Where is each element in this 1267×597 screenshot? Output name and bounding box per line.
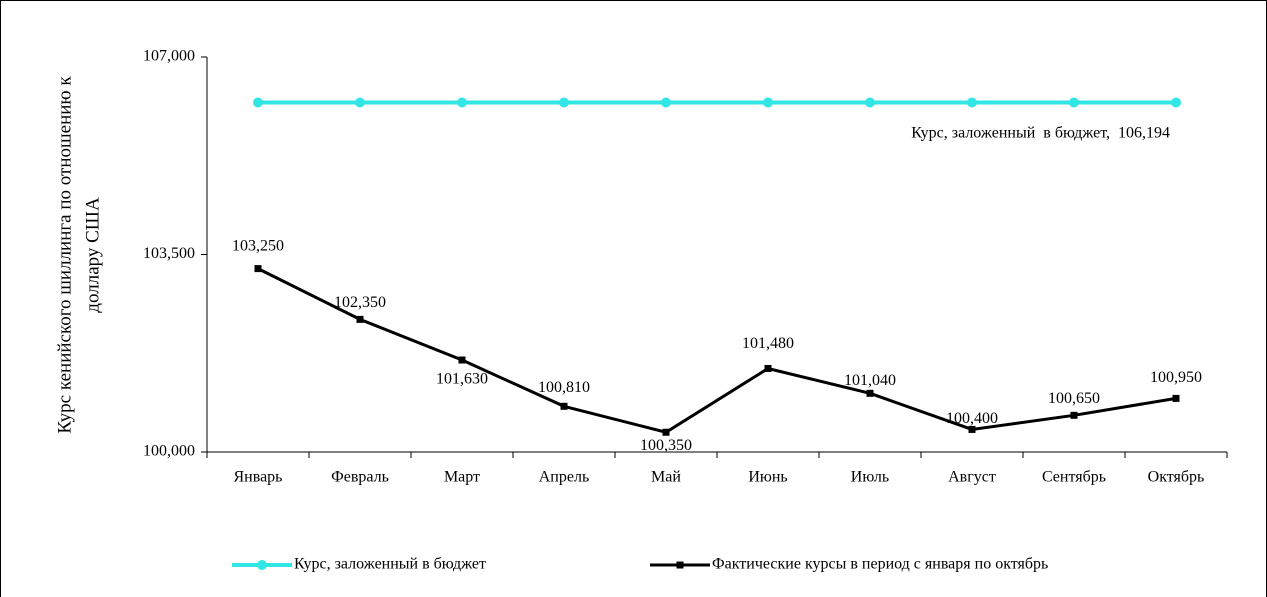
legend-marker [257, 560, 267, 570]
marker [764, 364, 772, 372]
marker [458, 356, 466, 364]
legend-marker [676, 561, 684, 569]
y-axis-label: доллару США [82, 197, 103, 313]
marker [560, 402, 568, 410]
y-tick-label: 100,000 [143, 443, 195, 460]
x-tick-label: Январь [234, 469, 283, 486]
marker [967, 97, 977, 108]
data-label: 101,040 [844, 372, 896, 389]
marker [1069, 97, 1079, 108]
data-label: 101,630 [436, 371, 488, 388]
x-tick-label: Апрель [539, 469, 590, 486]
marker [865, 97, 875, 108]
data-label: 100,950 [1150, 369, 1202, 386]
marker [1171, 97, 1181, 108]
legend-label: Курс, заложенный в бюджет [294, 556, 486, 573]
data-label: 101,480 [742, 335, 794, 352]
marker [457, 97, 467, 108]
x-tick-label: Март [444, 469, 480, 486]
x-tick-label: Июнь [748, 469, 787, 486]
x-tick-label: Август [948, 469, 996, 486]
marker [559, 97, 569, 108]
marker [662, 428, 670, 436]
y-tick-label: 107,000 [143, 48, 195, 65]
data-label: 100,400 [946, 410, 998, 427]
x-tick-label: Октябрь [1148, 469, 1205, 486]
data-label: 103,250 [232, 237, 284, 254]
marker [355, 97, 365, 108]
annotation: Курс, заложенный в бюджет, 106,194 [911, 125, 1170, 142]
marker [356, 315, 364, 323]
line-series [257, 267, 1177, 434]
x-tick-label: Сентябрь [1042, 469, 1106, 486]
marker [1172, 394, 1180, 402]
marker [968, 425, 976, 433]
y-axis-label: Курс кенийского шиллинга по отношению к [54, 76, 75, 434]
x-tick-label: Май [651, 469, 681, 486]
marker [661, 97, 671, 108]
data-label: 102,350 [334, 294, 386, 311]
marker [1070, 411, 1078, 419]
y-tick-label: 103,500 [143, 245, 195, 262]
legend-label: Фактические курсы в период с января по о… [712, 556, 1048, 573]
marker [254, 265, 262, 273]
data-label: 100,650 [1048, 390, 1100, 407]
marker [763, 97, 773, 108]
marker [253, 97, 263, 108]
data-label: 100,810 [538, 379, 590, 396]
data-label: 100,350 [640, 437, 692, 454]
marker [866, 389, 874, 397]
x-tick-label: Июль [851, 469, 889, 486]
x-tick-label: Февраль [331, 469, 389, 486]
